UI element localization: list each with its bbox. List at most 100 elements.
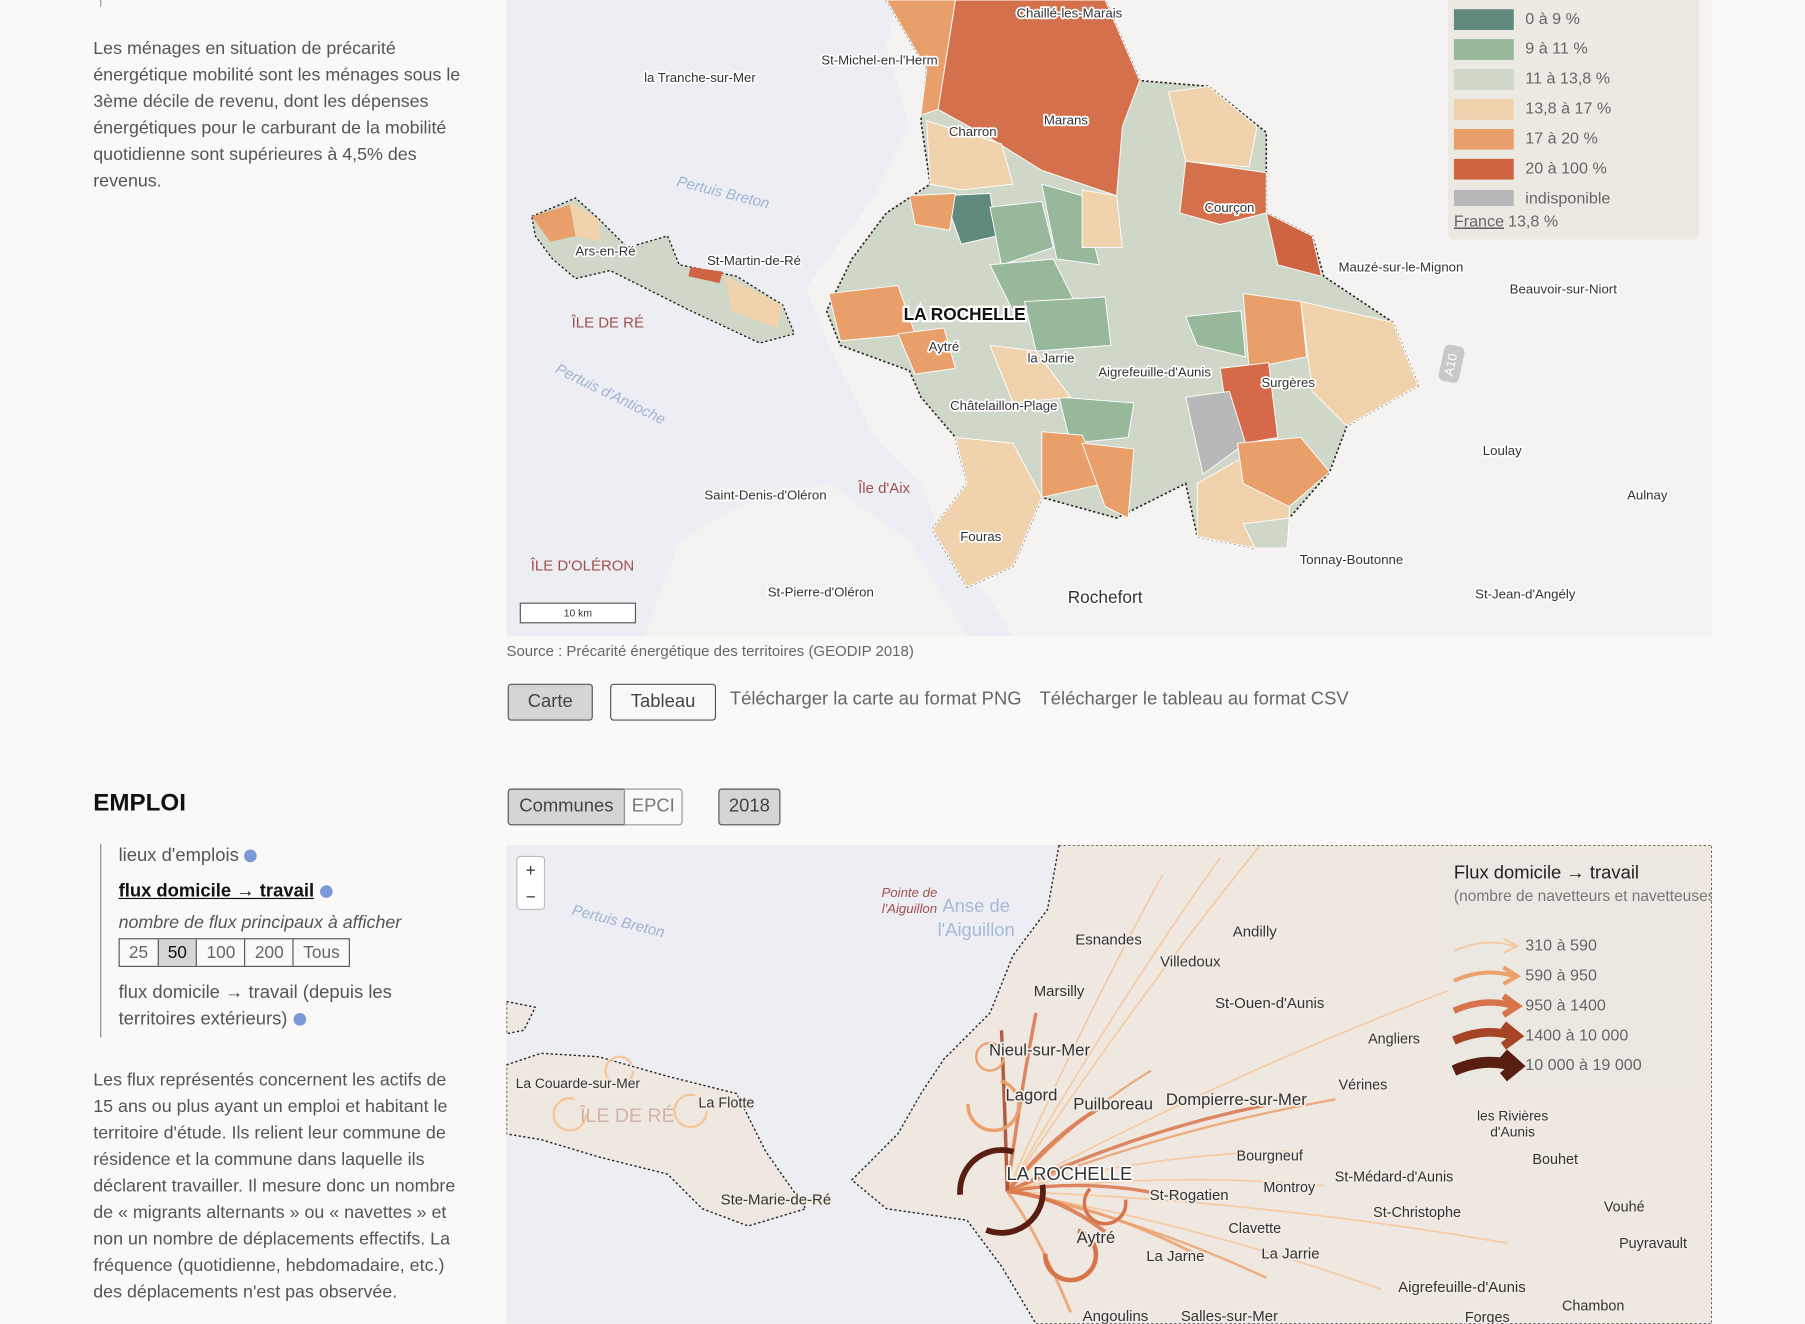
legend-swatch <box>1453 128 1514 150</box>
filter-button[interactable]: 200 <box>244 939 293 966</box>
place-label: la Tranche-sur-Mer <box>644 70 756 85</box>
list-rule <box>100 843 102 1038</box>
flow-map[interactable]: Esnandes Andilly Villedoux Marsilly St-Ouen-… <box>506 844 1712 1324</box>
legend-label: 10 000 à 19 000 <box>1525 1056 1641 1074</box>
legend-swatch <box>1453 189 1514 207</box>
legend-reference-value: 13,8 % <box>1508 212 1558 230</box>
place-label: Saint-Denis-d'Oléron <box>704 488 826 503</box>
place-label: Loulay <box>1483 443 1522 458</box>
self-flow <box>1042 1227 1099 1283</box>
filter-button[interactable]: 50 <box>157 939 197 966</box>
self-flow <box>673 1093 708 1129</box>
place-label: Vouhé <box>1604 1199 1645 1215</box>
legend-label: 13,8 à 17 % <box>1525 100 1611 118</box>
place-label: Ste-Marie-de-Ré <box>721 1192 832 1209</box>
legend-label: 9 à 11 % <box>1525 40 1587 58</box>
filter-button[interactable]: 25 <box>128 942 149 963</box>
place-label: Angoulins <box>1083 1308 1149 1324</box>
self-flow <box>966 1078 1021 1133</box>
filter-button[interactable]: 100 <box>196 939 244 966</box>
zoom-out[interactable]: − <box>526 886 536 906</box>
place-label: l'Aiguillon <box>938 919 1015 940</box>
legend-arrow <box>1453 941 1515 952</box>
commune <box>725 276 783 329</box>
region-label: ÎLE D'OLÉRON <box>530 557 634 574</box>
flow-line <box>1006 989 1451 1193</box>
layer-label: flux domicile → travail (depuis les terr… <box>118 983 392 1030</box>
flow-line <box>1006 857 1221 1192</box>
legend-arrow <box>1452 999 1515 1014</box>
place-label: Tonnay-Boutonne <box>1300 552 1404 567</box>
table-view-button[interactable]: Tableau <box>610 683 717 721</box>
place-label: Châtelaillon-Plage <box>950 398 1057 413</box>
scale-bar <box>519 602 637 624</box>
legend-label: 1400 à 10 000 <box>1525 1026 1628 1044</box>
legend-label: 310 à 590 <box>1525 936 1597 954</box>
place-label: les Rivières <box>1477 1107 1548 1123</box>
road-label: A10 <box>1442 352 1460 377</box>
place-label: Villedoux <box>1160 953 1221 970</box>
communes-toggle[interactable]: Communes <box>507 788 626 826</box>
place-label: Aulnay <box>1627 488 1668 503</box>
layer-item-active[interactable]: flux domicile → travail <box>119 882 333 903</box>
zoom-control <box>516 855 546 910</box>
place-label: Angliers <box>1368 1031 1420 1047</box>
badge <box>244 849 258 863</box>
download-csv[interactable]: Télécharger le tableau au format CSV <box>1039 689 1349 710</box>
place-label: Anse de <box>942 895 1010 916</box>
epci-toggle[interactable]: EPCI <box>623 788 683 826</box>
place-label: St-Rogatien <box>1150 1187 1229 1204</box>
zoom-in[interactable]: + <box>526 860 536 880</box>
flow-line <box>1006 1190 1072 1313</box>
place-label: St-Michel-en-l'Herm <box>821 53 937 68</box>
place-label: Clavette <box>1228 1221 1281 1237</box>
filter-group: 25 50 100 200 Tous <box>118 938 351 967</box>
place-label: St-Jean-d'Angély <box>1475 587 1576 602</box>
place-label: La Flotte <box>698 1096 754 1112</box>
legend-label: 17 à 20 % <box>1525 130 1598 148</box>
place-label: Chaillé-les-Marais <box>1017 5 1123 20</box>
place-label: La Couarde-sur-Mer <box>516 1075 641 1091</box>
city-label: Rochefort <box>1068 587 1143 607</box>
flow-line <box>1007 1190 1509 1245</box>
commune <box>531 204 576 242</box>
legend-arrowhead <box>1502 965 1522 986</box>
map-view-button[interactable]: Carte <box>507 683 593 721</box>
filter-button[interactable]: Tous <box>292 939 349 966</box>
layer-label: flux domicile → travail <box>118 881 315 902</box>
year-button[interactable]: 2018 <box>718 788 781 826</box>
precarity-map[interactable]: Chaillé-les-Marais St-Michel-en-l'Herm la … <box>506 0 1712 637</box>
place-label: Charron <box>949 124 997 139</box>
flow-line <box>999 1030 1009 1192</box>
place-label: St-Christophe <box>1373 1205 1461 1221</box>
layer-item[interactable]: lieux d'emplois <box>119 846 258 867</box>
legend-title: Flux domicile → travail <box>1454 862 1639 883</box>
legend-arrowhead <box>1499 1049 1526 1082</box>
place-label: Puilboreau <box>1073 1095 1153 1114</box>
region-label: Île d'Aix <box>857 480 910 497</box>
legend-swatch <box>1453 69 1514 90</box>
layer-item[interactable]: flux domicile → travail (depuis les terr… <box>119 980 453 1033</box>
place-label: d'Aunis <box>1490 1123 1535 1139</box>
legend-swatch <box>1453 98 1514 120</box>
island <box>506 1000 537 1035</box>
section-heading: EMPLOI <box>93 789 186 817</box>
flow-line <box>1006 844 1262 1192</box>
place-label: Aigrefeuille-d'Aunis <box>1098 364 1211 379</box>
place-label: Dompierre-sur-Mer <box>1166 1090 1307 1109</box>
source: Source : Précarité énergétique des terri… <box>506 642 914 660</box>
emploi-text: Les flux représentés concernent les acti… <box>93 1070 456 1302</box>
layer-label: lieux d'emplois <box>118 846 239 866</box>
rule <box>100 0 102 7</box>
legend-label: 20 à 100 % <box>1525 159 1607 177</box>
place-label: Salles-sur-Mer <box>1181 1308 1278 1324</box>
place-label: Forges <box>1465 1310 1510 1324</box>
place-label: Chambon <box>1562 1298 1624 1314</box>
flow-line <box>1006 1098 1336 1193</box>
communes <box>828 0 1419 588</box>
legend-arrowhead <box>1502 937 1520 954</box>
place-label: Beauvoir-sur-Niort <box>1510 282 1618 297</box>
self-flow <box>552 1097 588 1132</box>
download-png[interactable]: Télécharger la carte au format PNG <box>729 689 1022 710</box>
